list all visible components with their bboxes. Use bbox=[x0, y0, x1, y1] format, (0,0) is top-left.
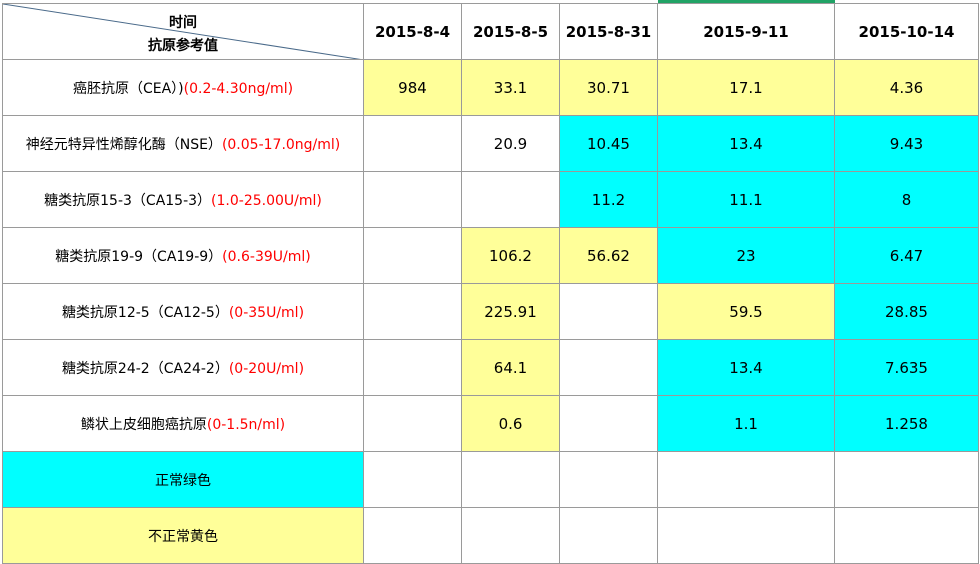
value-cell[interactable] bbox=[363, 171, 462, 228]
value-cell[interactable]: 13.4 bbox=[657, 115, 835, 172]
legend-label[interactable]: 正常绿色 bbox=[2, 451, 364, 508]
value-cell[interactable]: 4.36 bbox=[834, 59, 979, 116]
empty-cell[interactable] bbox=[461, 507, 560, 564]
value-cell[interactable]: 13.4 bbox=[657, 339, 835, 396]
value-cell[interactable] bbox=[559, 339, 658, 396]
table-row: 糖类抗原15-3（CA15-3）(1.0-25.00U/ml) 11.2 11.1 8 bbox=[2, 171, 979, 228]
reference-range: (0-20U/ml) bbox=[228, 360, 305, 377]
reference-range: (0-1.5n/ml) bbox=[206, 416, 286, 433]
empty-cell[interactable] bbox=[657, 507, 835, 564]
value-cell[interactable]: 984 bbox=[363, 59, 462, 116]
header-row: 时间 抗原参考值 2015-8-4 2015-8-5 2015-8-31 201… bbox=[2, 3, 979, 60]
table-row: 糖类抗原24-2（CA24-2）(0-20U/ml) 64.1 13.4 7.635 bbox=[2, 339, 979, 396]
value-cell[interactable]: 8 bbox=[834, 171, 979, 228]
empty-cell[interactable] bbox=[461, 451, 560, 508]
antigen-name: 鳞状上皮细胞癌抗原 bbox=[80, 416, 207, 433]
legend-label[interactable]: 不正常黄色 bbox=[2, 507, 364, 564]
corner-reference-label: 抗原参考值 bbox=[148, 38, 218, 54]
value-cell[interactable]: 1.1 bbox=[657, 395, 835, 452]
value-cell[interactable] bbox=[363, 339, 462, 396]
antigen-label-cell[interactable]: 糖类抗原15-3（CA15-3）(1.0-25.00U/ml) bbox=[2, 171, 364, 228]
value-cell[interactable]: 6.47 bbox=[834, 227, 979, 284]
date-header-2[interactable]: 2015-8-5 bbox=[461, 3, 560, 60]
antigen-name: 糖类抗原19-9（CA19-9） bbox=[55, 248, 223, 265]
antigen-label-cell[interactable]: 神经元特异性烯醇化酶（NSE）(0.05-17.0ng/ml) bbox=[2, 115, 364, 172]
value-cell[interactable]: 59.5 bbox=[657, 283, 835, 340]
corner-time-label: 时间 bbox=[169, 15, 197, 31]
value-cell[interactable]: 28.85 bbox=[834, 283, 979, 340]
value-cell[interactable] bbox=[559, 395, 658, 452]
value-cell[interactable]: 64.1 bbox=[461, 339, 560, 396]
date-header-4[interactable]: 2015-9-11 bbox=[657, 3, 835, 60]
antigen-label-cell[interactable]: 糖类抗原19-9（CA19-9）(0.6-39U/ml) bbox=[2, 227, 364, 284]
value-cell[interactable]: 11.2 bbox=[559, 171, 658, 228]
value-cell[interactable]: 11.1 bbox=[657, 171, 835, 228]
antigen-label-cell[interactable]: 鳞状上皮细胞癌抗原(0-1.5n/ml) bbox=[2, 395, 364, 452]
empty-cell[interactable] bbox=[657, 451, 835, 508]
value-cell[interactable] bbox=[461, 171, 560, 228]
reference-range: (1.0-25.00U/ml) bbox=[211, 192, 322, 209]
value-cell[interactable] bbox=[559, 283, 658, 340]
antigen-name: 神经元特异性烯醇化酶（NSE） bbox=[25, 136, 222, 153]
value-cell[interactable]: 106.2 bbox=[461, 227, 560, 284]
value-cell[interactable]: 33.1 bbox=[461, 59, 560, 116]
legend-row: 正常绿色 bbox=[2, 451, 979, 508]
legend-row: 不正常黄色 bbox=[2, 507, 979, 564]
value-cell[interactable]: 225.91 bbox=[461, 283, 560, 340]
antigen-name: 糖类抗原24-2（CA24-2） bbox=[61, 360, 229, 377]
antigen-label-cell[interactable]: 糖类抗原12-5（CA12-5）(0-35U/ml) bbox=[2, 283, 364, 340]
value-cell[interactable]: 20.9 bbox=[461, 115, 560, 172]
empty-cell[interactable] bbox=[363, 451, 462, 508]
value-cell[interactable] bbox=[363, 227, 462, 284]
antigen-table: 时间 抗原参考值 2015-8-4 2015-8-5 2015-8-31 201… bbox=[2, 3, 979, 564]
empty-cell[interactable] bbox=[559, 451, 658, 508]
value-cell[interactable]: 0.6 bbox=[461, 395, 560, 452]
table-row: 糖类抗原12-5（CA12-5）(0-35U/ml) 225.91 59.5 28.8… bbox=[2, 283, 979, 340]
reference-range: (0-35U/ml) bbox=[228, 304, 305, 321]
value-cell[interactable] bbox=[363, 115, 462, 172]
table-row: 神经元特异性烯醇化酶（NSE）(0.05-17.0ng/ml) 20.9 10.45… bbox=[2, 115, 979, 172]
antigen-name: 癌胚抗原（CEA）) bbox=[72, 80, 184, 97]
antigen-label-cell[interactable]: 癌胚抗原（CEA）)(0.2-4.30ng/ml) bbox=[2, 59, 364, 116]
antigen-name: 糖类抗原15-3（CA15-3） bbox=[44, 192, 212, 209]
antigen-label-cell[interactable]: 糖类抗原24-2（CA24-2）(0-20U/ml) bbox=[2, 339, 364, 396]
value-cell[interactable]: 1.258 bbox=[834, 395, 979, 452]
value-cell[interactable]: 23 bbox=[657, 227, 835, 284]
empty-cell[interactable] bbox=[363, 507, 462, 564]
reference-range: (0.2-4.30ng/ml) bbox=[183, 80, 294, 97]
table-row: 糖类抗原19-9（CA19-9）(0.6-39U/ml) 106.2 56.62 23… bbox=[2, 227, 979, 284]
value-cell[interactable]: 10.45 bbox=[559, 115, 658, 172]
value-cell[interactable] bbox=[363, 283, 462, 340]
value-cell[interactable]: 30.71 bbox=[559, 59, 658, 116]
diagonal-line bbox=[3, 4, 358, 59]
date-header-5[interactable]: 2015-10-14 bbox=[834, 3, 979, 60]
empty-cell[interactable] bbox=[834, 451, 979, 508]
date-header-3[interactable]: 2015-8-31 bbox=[559, 3, 658, 60]
empty-cell[interactable] bbox=[834, 507, 979, 564]
table-row: 鳞状上皮细胞癌抗原(0-1.5n/ml) 0.6 1.1 1.258 bbox=[2, 395, 979, 452]
value-cell[interactable]: 7.635 bbox=[834, 339, 979, 396]
antigen-name: 糖类抗原12-5（CA12-5） bbox=[61, 304, 229, 321]
date-header-1[interactable]: 2015-8-4 bbox=[363, 3, 462, 60]
empty-cell[interactable] bbox=[559, 507, 658, 564]
selected-column-indicator bbox=[658, 0, 835, 3]
value-cell[interactable] bbox=[363, 395, 462, 452]
corner-cell[interactable]: 时间 抗原参考值 bbox=[2, 3, 364, 60]
value-cell[interactable]: 56.62 bbox=[559, 227, 658, 284]
value-cell[interactable]: 9.43 bbox=[834, 115, 979, 172]
reference-range: (0.05-17.0ng/ml) bbox=[221, 136, 341, 153]
value-cell[interactable]: 17.1 bbox=[657, 59, 835, 116]
reference-range: (0.6-39U/ml) bbox=[222, 248, 311, 265]
table-row: 癌胚抗原（CEA）)(0.2-4.30ng/ml) 984 33.1 30.71 17.… bbox=[2, 59, 979, 116]
